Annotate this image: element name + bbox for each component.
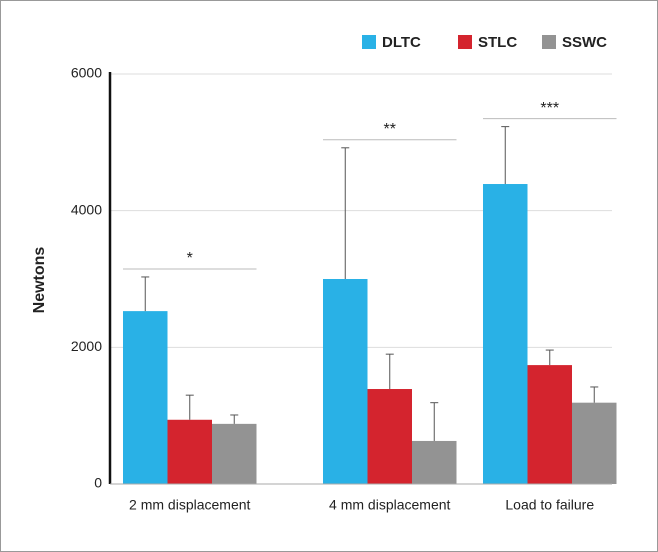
bar [212,423,257,484]
bar [167,419,212,484]
bar [367,389,412,484]
x-tick-label: 2 mm displacement [129,497,250,513]
bar [527,365,572,484]
y-tick-label: 6000 [71,65,102,81]
y-tick-label: 2000 [71,338,102,354]
y-tick-label: 0 [94,475,102,491]
bar [323,279,368,484]
y-tick-label: 4000 [71,201,102,217]
legend-label: DLTC [382,34,421,51]
significance-label: ** [384,121,396,138]
legend-label: STLC [478,34,517,51]
bar [483,184,528,484]
y-axis-label: Newtons [31,247,48,314]
bar [123,311,168,484]
bar [572,402,617,484]
x-tick-label: Load to failure [505,497,594,513]
x-tick-label: 4 mm displacement [329,497,450,513]
legend-swatch [542,35,556,49]
legend-swatch [458,35,472,49]
bar [412,440,457,484]
significance-label: * [187,250,193,267]
significance-label: *** [540,100,559,117]
legend-swatch [362,35,376,49]
legend-label: SSWC [562,34,607,51]
